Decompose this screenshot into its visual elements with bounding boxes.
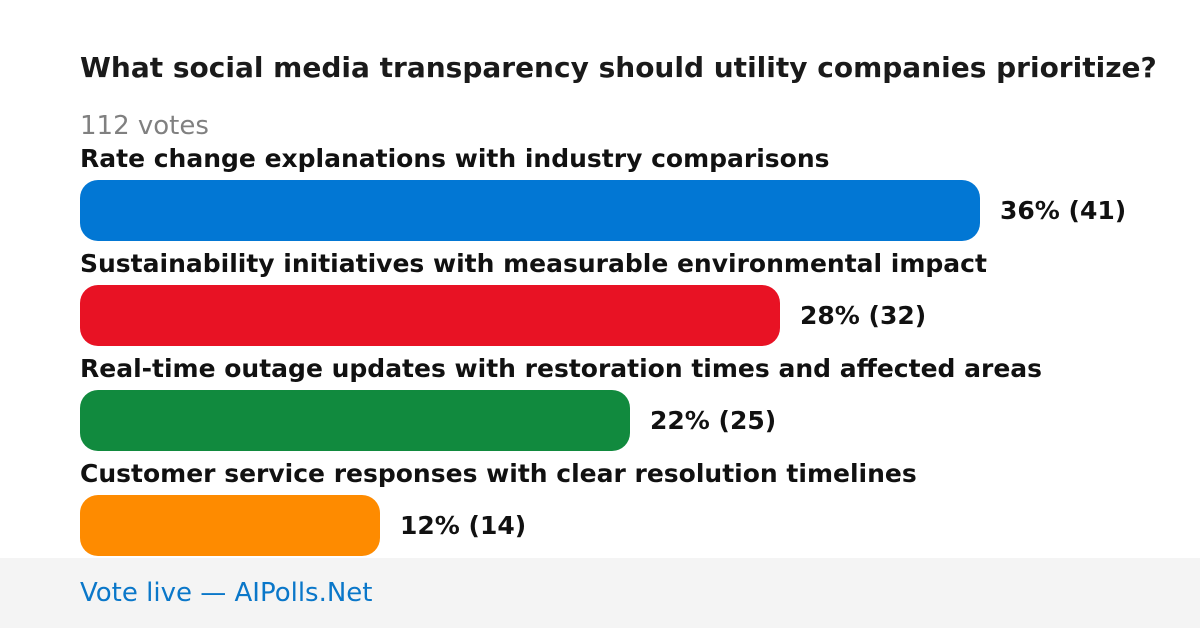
option-label: Rate change explanations with industry c… bbox=[80, 144, 830, 173]
result-value-label: 22% (25) bbox=[650, 406, 777, 435]
poll-title: What social media transparency should ut… bbox=[80, 51, 1157, 84]
option-label: Sustainability initiatives with measurab… bbox=[80, 249, 987, 278]
vote-live-link[interactable]: Vote live — AIPolls.Net bbox=[80, 578, 373, 608]
result-value-label: 12% (14) bbox=[400, 511, 527, 540]
vote-count: 112 votes bbox=[80, 111, 209, 141]
option-label: Real-time outage updates with restoratio… bbox=[80, 354, 1043, 383]
result-value-label: 28% (32) bbox=[800, 301, 927, 330]
footer-bar: Vote live — AIPolls.Net bbox=[0, 558, 1200, 628]
result-bar bbox=[80, 180, 980, 241]
result-bar bbox=[80, 390, 630, 451]
result-value-label: 36% (41) bbox=[1000, 196, 1127, 225]
result-bar bbox=[80, 495, 380, 556]
result-bar bbox=[80, 285, 780, 346]
option-label: Customer service responses with clear re… bbox=[80, 459, 917, 488]
